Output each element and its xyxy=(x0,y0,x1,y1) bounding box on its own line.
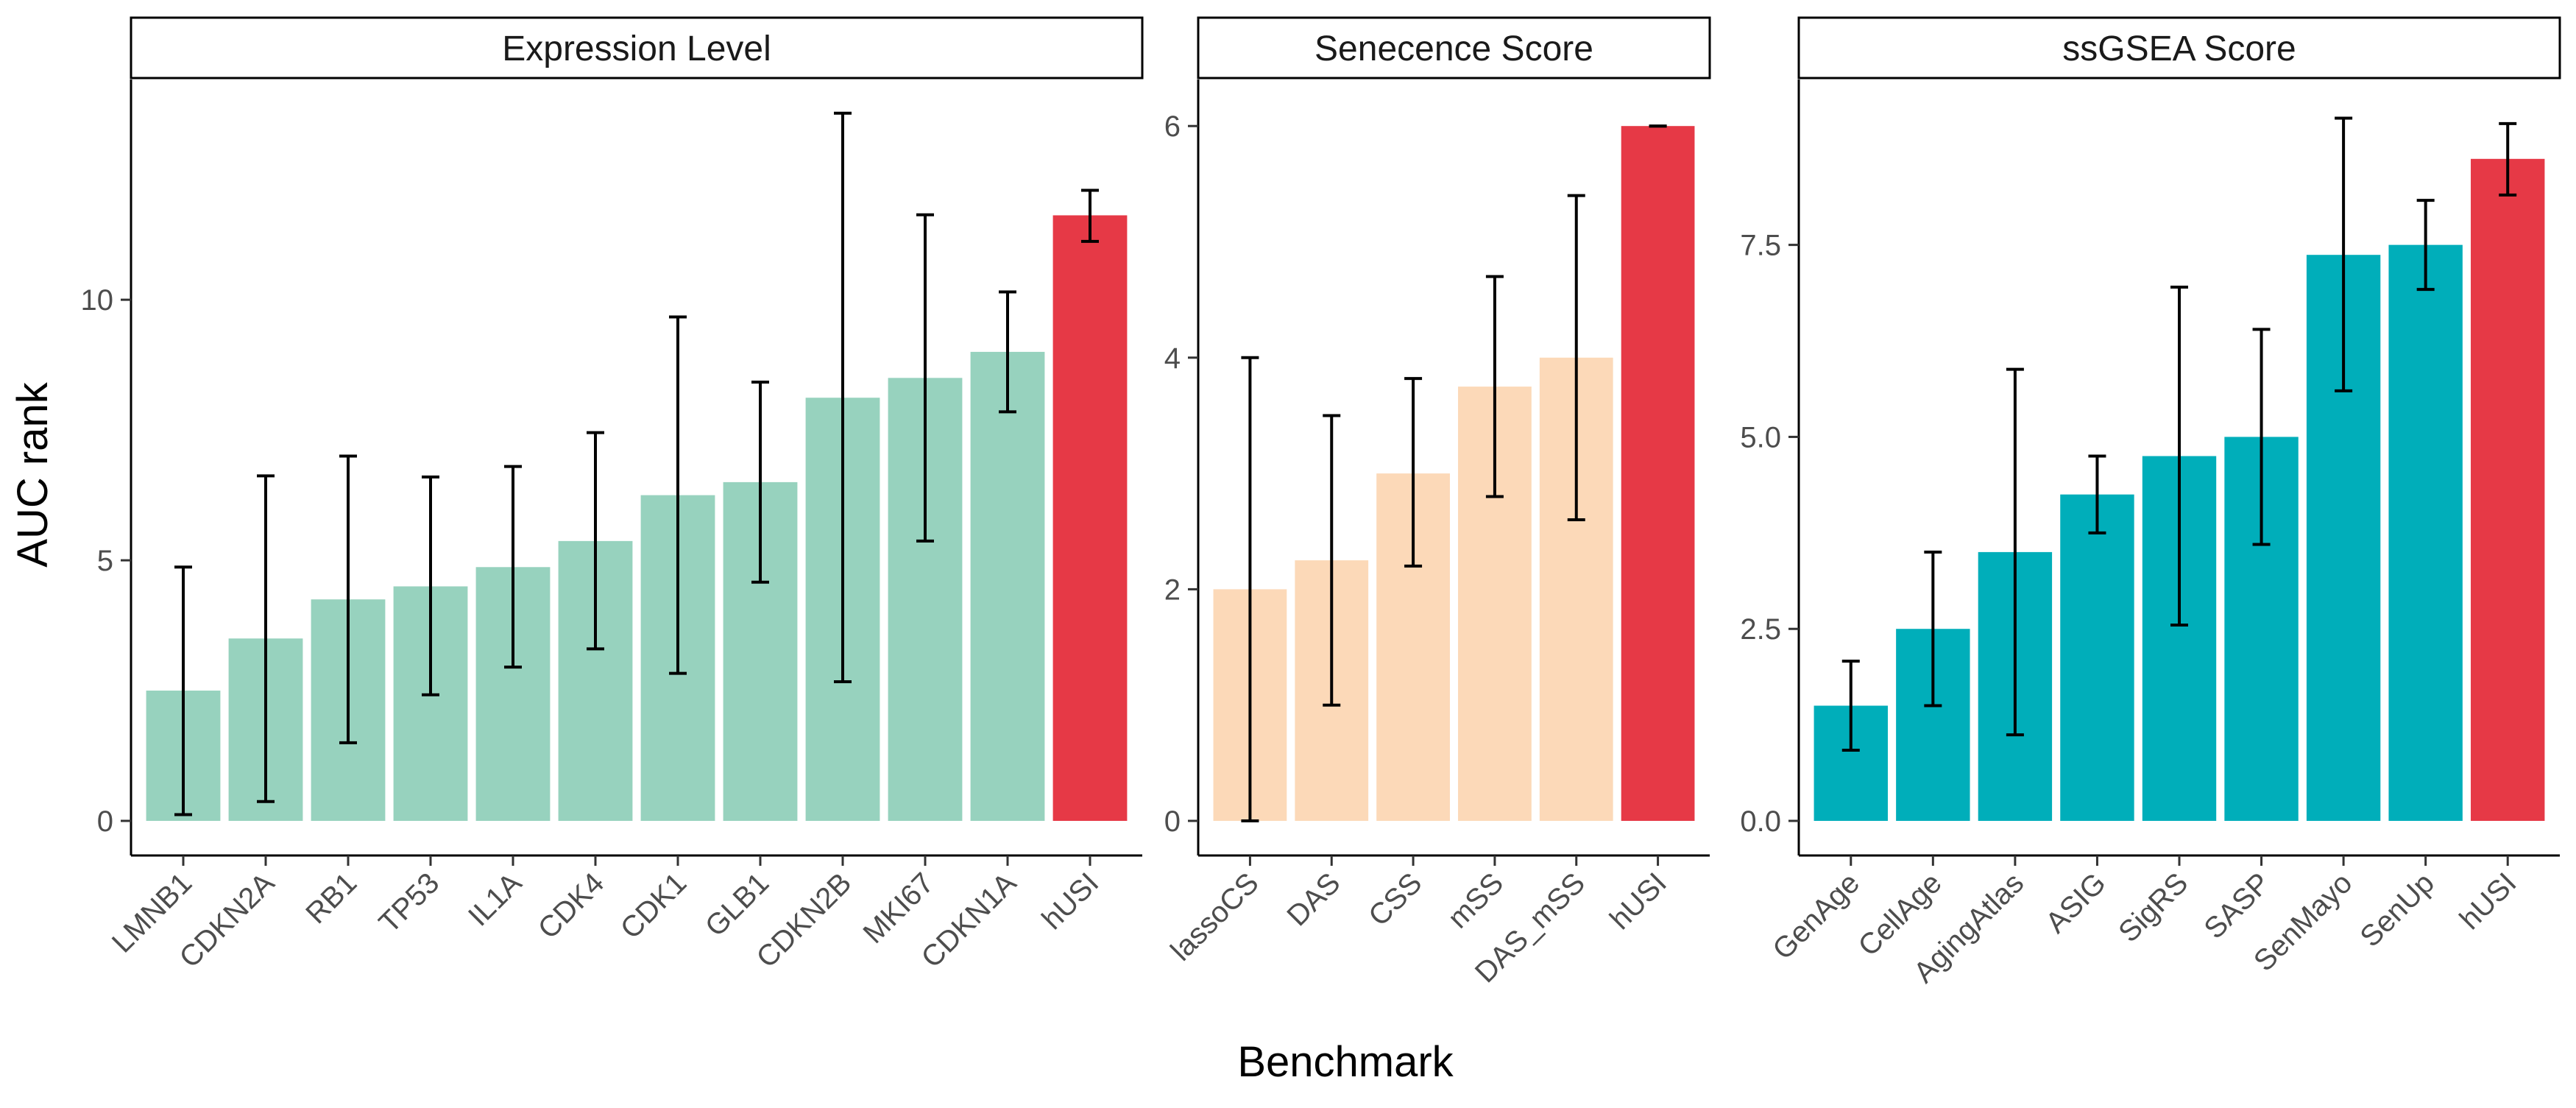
bar-husi xyxy=(1621,126,1695,821)
y-tick-label: 0 xyxy=(1164,805,1181,838)
bar-husi xyxy=(1052,215,1128,822)
y-tick-label: 0 xyxy=(97,805,113,838)
y-tick-label: 7.5 xyxy=(1740,230,1781,262)
bar-husi xyxy=(2471,158,2545,821)
y-tick-label: 2 xyxy=(1164,574,1181,606)
bar-senup xyxy=(2388,244,2463,821)
y-tick-label: 10 xyxy=(81,284,114,317)
y-axis-title: AUC rank xyxy=(9,381,57,567)
y-tick-label: 2.5 xyxy=(1740,613,1781,646)
y-tick-label: 6 xyxy=(1164,110,1181,143)
panel-strip xyxy=(1797,16,2561,80)
bar-asig xyxy=(2060,494,2134,821)
panel-strip xyxy=(130,16,1144,80)
y-tick-label: 4 xyxy=(1164,342,1181,375)
y-tick-label: 5.0 xyxy=(1740,421,1781,454)
y-tick-label: 0.0 xyxy=(1740,805,1781,838)
panel-title: ssGSEA Score xyxy=(2062,29,2296,68)
panel-title: Senecence Score xyxy=(1314,29,1593,68)
y-tick-label: 5 xyxy=(97,545,113,577)
bar-cdkn1a xyxy=(970,351,1045,821)
panel-strip xyxy=(1197,16,1711,80)
panel-title: Expression Level xyxy=(502,29,771,68)
x-axis-title: Benchmark xyxy=(1237,1038,1454,1086)
